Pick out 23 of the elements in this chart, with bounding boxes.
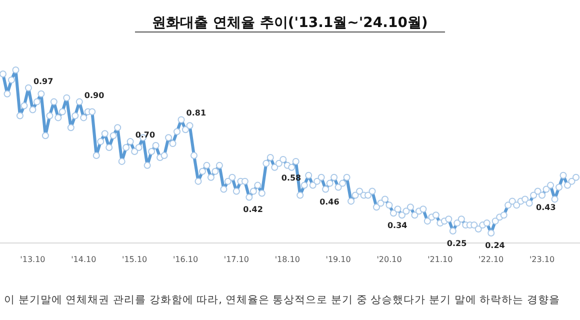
x-tick-label: '13.10 xyxy=(20,255,46,264)
data-label: 0.43 xyxy=(536,203,556,212)
x-tick-label: '18.10 xyxy=(274,255,300,264)
data-label: 0.25 xyxy=(446,239,468,248)
x-tick-label: '21.10 xyxy=(428,255,453,264)
x-tick-label: '16.10 xyxy=(172,255,198,264)
x-tick-label: '20.10 xyxy=(376,255,402,264)
x-tick-label: '22.10 xyxy=(478,255,504,264)
x-tick-label: '19.10 xyxy=(326,255,351,264)
data-label: 0.46 xyxy=(320,197,340,206)
data-label: 0.81 xyxy=(186,108,206,118)
data-label: 0.90 xyxy=(84,90,105,100)
x-tick-label: '15.10 xyxy=(122,255,148,264)
text: 이 분기말에 연체채권 관리를 강화함에 따라, 연체율은 통상적으로 분기 중 상승했다가 분기 말에 하락하는 경향을 xyxy=(4,294,560,306)
data-label: 0.70 xyxy=(135,130,156,140)
data-label: 0.34 xyxy=(387,221,408,230)
x-tick-label: '14.10 xyxy=(71,255,96,264)
data-label: 0.97 xyxy=(33,76,54,86)
data-label: 0.42 xyxy=(243,205,263,214)
x-tick-label: '17.10 xyxy=(224,255,249,264)
chart-title: 원화대출 연체율 추이('13.1월~'24.10월) xyxy=(152,15,428,31)
data-label: 0.24 xyxy=(485,241,506,250)
x-tick-label: '23.10 xyxy=(529,255,555,264)
